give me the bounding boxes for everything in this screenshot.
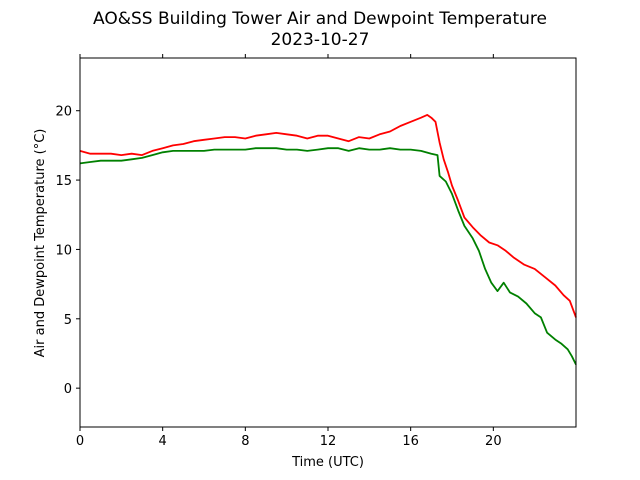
y-tick-label: 10 — [55, 243, 72, 258]
y-axis-label: Air and Dewpoint Temperature (°C) — [33, 129, 48, 358]
x-tick-label: 20 — [485, 434, 502, 449]
series-line-1 — [79, 147, 577, 365]
y-tick-label: 5 — [64, 313, 72, 328]
plot-frame — [79, 57, 577, 428]
series-line-0 — [79, 114, 577, 318]
y-tick-label: 15 — [55, 174, 72, 189]
x-tick-label: 12 — [320, 434, 337, 449]
chart-title: AO&SS Building Tower Air and Dewpoint Te… — [93, 9, 547, 29]
x-tick-label: 16 — [402, 434, 419, 449]
x-tick-label: 4 — [159, 434, 167, 449]
y-tick-label: 20 — [55, 105, 72, 120]
x-tick-label: 8 — [241, 434, 249, 449]
chart-subtitle: 2023-10-27 — [271, 30, 370, 50]
plot-area: 0 4 8 12 16 20 0 5 10 15 20 — [55, 54, 577, 449]
x-axis-label: Time (UTC) — [291, 455, 364, 470]
y-tick-label: 0 — [64, 382, 72, 397]
x-tick-label: 0 — [76, 434, 84, 449]
